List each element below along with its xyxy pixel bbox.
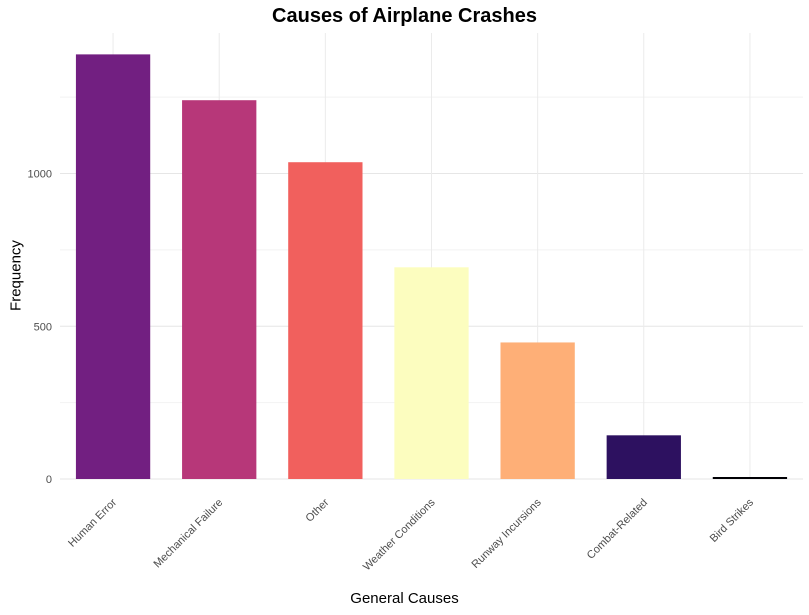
y-axis-title: Frequency	[7, 240, 25, 311]
y-tick-label: 500	[34, 321, 52, 333]
bar	[712, 477, 788, 479]
x-tick-label: Human Error	[66, 496, 119, 549]
x-tick-label: Weather Conditions	[361, 496, 438, 573]
bar	[75, 54, 151, 480]
x-tick-label: Mechanical Failure	[152, 497, 226, 571]
bar	[288, 162, 363, 479]
bar	[394, 267, 469, 479]
y-tick-label: 1000	[28, 169, 52, 181]
bar	[500, 342, 575, 479]
x-tick-label: Runway Incursions	[470, 496, 545, 571]
chart-title: Causes of Airplane Crashes	[272, 5, 537, 27]
bar	[182, 100, 257, 480]
bar	[606, 435, 681, 479]
x-axis-title: General Causes	[350, 590, 459, 607]
x-tick-label: Combat-Related	[585, 497, 650, 562]
x-tick-label: Other	[304, 496, 332, 524]
y-tick-label: 0	[46, 474, 52, 486]
x-tick-label: Bird Strikes	[708, 496, 757, 545]
